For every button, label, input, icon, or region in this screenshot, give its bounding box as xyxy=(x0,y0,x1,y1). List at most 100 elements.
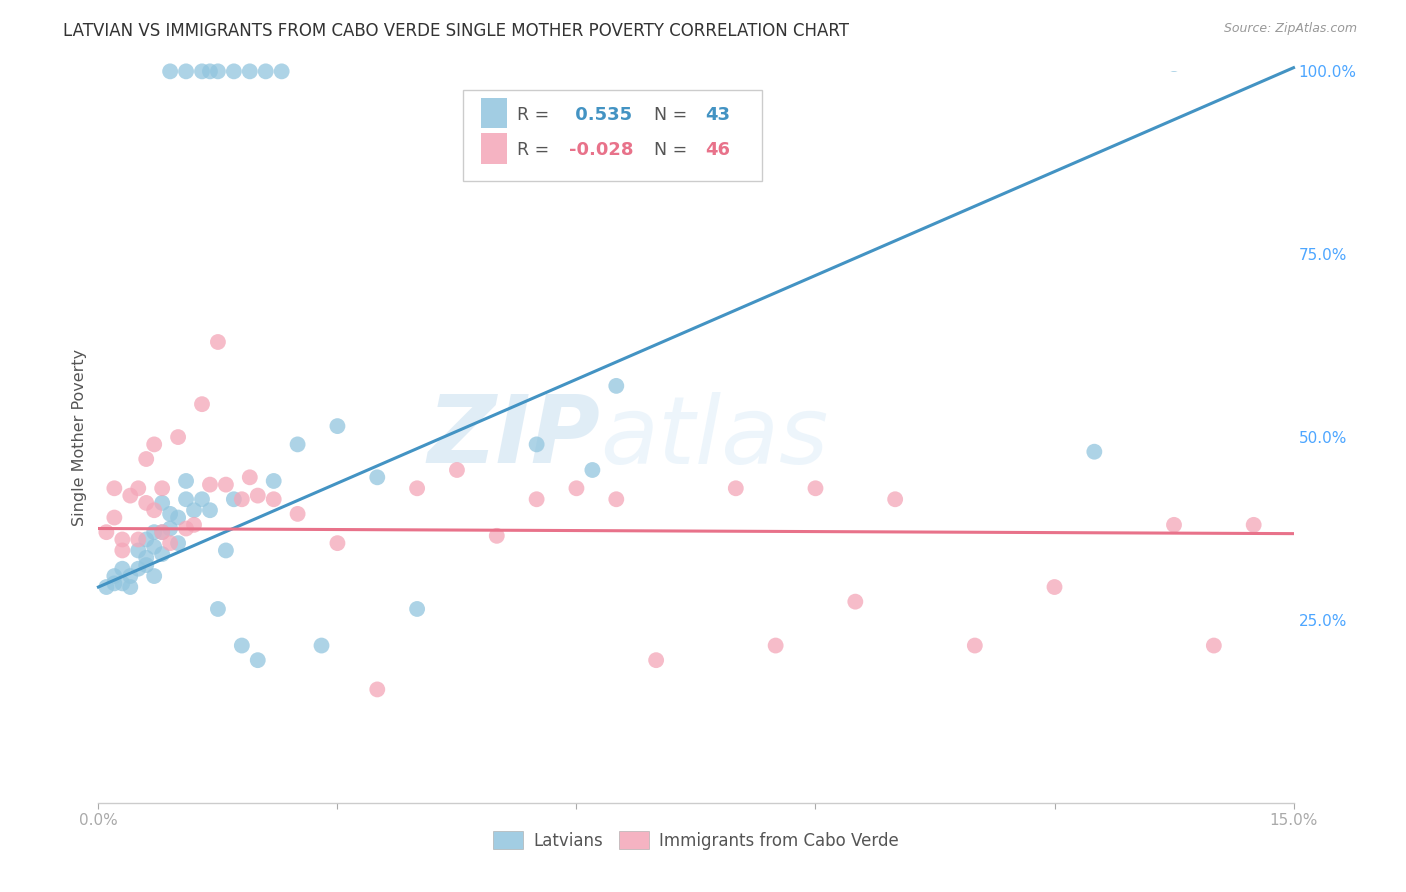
Point xyxy=(804,481,827,495)
Point xyxy=(150,525,173,540)
Point xyxy=(605,379,627,393)
FancyBboxPatch shape xyxy=(481,133,508,163)
Text: 46: 46 xyxy=(706,141,731,160)
Point xyxy=(366,682,388,697)
Point xyxy=(198,477,221,491)
Text: atlas: atlas xyxy=(600,392,828,483)
Point xyxy=(581,463,603,477)
Point xyxy=(120,489,142,503)
Text: 43: 43 xyxy=(706,106,731,124)
Point xyxy=(111,533,134,547)
Point xyxy=(174,492,197,507)
Point xyxy=(167,430,190,444)
Point xyxy=(96,580,118,594)
Point xyxy=(207,64,229,78)
Point xyxy=(150,481,173,495)
Point xyxy=(406,602,429,616)
Point xyxy=(103,510,125,524)
Text: R =: R = xyxy=(517,106,554,124)
Point xyxy=(1083,444,1105,458)
Point xyxy=(239,64,262,78)
Point xyxy=(1043,580,1066,594)
Point xyxy=(127,562,149,576)
Point xyxy=(120,569,142,583)
Point xyxy=(270,64,292,78)
Text: ZIP: ZIP xyxy=(427,391,600,483)
Point xyxy=(254,64,277,78)
Point xyxy=(143,569,166,583)
Point xyxy=(150,496,173,510)
Point xyxy=(406,481,429,495)
Point xyxy=(263,492,285,507)
Legend: Latvians, Immigrants from Cabo Verde: Latvians, Immigrants from Cabo Verde xyxy=(486,824,905,856)
Point xyxy=(246,489,269,503)
Point xyxy=(174,64,197,78)
Point xyxy=(565,481,588,495)
Point xyxy=(884,492,907,507)
Point xyxy=(1163,57,1185,71)
Point xyxy=(143,525,166,540)
Point xyxy=(191,492,214,507)
Text: LATVIAN VS IMMIGRANTS FROM CABO VERDE SINGLE MOTHER POVERTY CORRELATION CHART: LATVIAN VS IMMIGRANTS FROM CABO VERDE SI… xyxy=(63,22,849,40)
Point xyxy=(215,477,238,491)
FancyBboxPatch shape xyxy=(463,90,762,181)
Point xyxy=(111,562,134,576)
Point xyxy=(207,334,229,349)
Point xyxy=(231,492,253,507)
Point xyxy=(159,507,181,521)
Point xyxy=(311,639,333,653)
Text: 0.535: 0.535 xyxy=(569,106,633,124)
Point xyxy=(207,602,229,616)
Point xyxy=(150,525,173,540)
Point xyxy=(159,536,181,550)
Point xyxy=(526,492,548,507)
Point xyxy=(326,536,349,550)
Point xyxy=(765,639,787,653)
Point xyxy=(963,639,986,653)
Point xyxy=(231,639,253,653)
Point xyxy=(96,525,118,540)
Point xyxy=(174,521,197,535)
Point xyxy=(198,64,221,78)
Text: N =: N = xyxy=(644,141,693,160)
Point xyxy=(326,419,349,434)
Text: N =: N = xyxy=(644,106,693,124)
Point xyxy=(263,474,285,488)
Point xyxy=(645,653,668,667)
Point xyxy=(143,540,166,554)
Y-axis label: Single Mother Poverty: Single Mother Poverty xyxy=(72,349,87,525)
Point xyxy=(239,470,262,484)
Point xyxy=(127,543,149,558)
Point xyxy=(1202,639,1225,653)
FancyBboxPatch shape xyxy=(481,98,508,128)
Point xyxy=(724,481,747,495)
Point xyxy=(1243,517,1265,532)
Point xyxy=(143,503,166,517)
Point xyxy=(605,492,627,507)
Point xyxy=(287,437,309,451)
Point xyxy=(191,397,214,411)
Point xyxy=(111,543,134,558)
Point xyxy=(485,529,508,543)
Text: R =: R = xyxy=(517,141,554,160)
Point xyxy=(159,521,181,535)
Point xyxy=(1163,517,1185,532)
Point xyxy=(844,594,866,608)
Point xyxy=(183,503,205,517)
Point xyxy=(135,550,157,565)
Point xyxy=(222,492,245,507)
Point xyxy=(127,533,149,547)
Point xyxy=(103,569,125,583)
Point xyxy=(526,437,548,451)
Point xyxy=(287,507,309,521)
Point xyxy=(159,64,181,78)
Point xyxy=(120,580,142,594)
Point xyxy=(135,452,157,467)
Point xyxy=(215,543,238,558)
Point xyxy=(135,558,157,573)
Point xyxy=(222,64,245,78)
Point xyxy=(366,470,388,484)
Text: -0.028: -0.028 xyxy=(569,141,634,160)
Point xyxy=(143,437,166,451)
Point xyxy=(135,533,157,547)
